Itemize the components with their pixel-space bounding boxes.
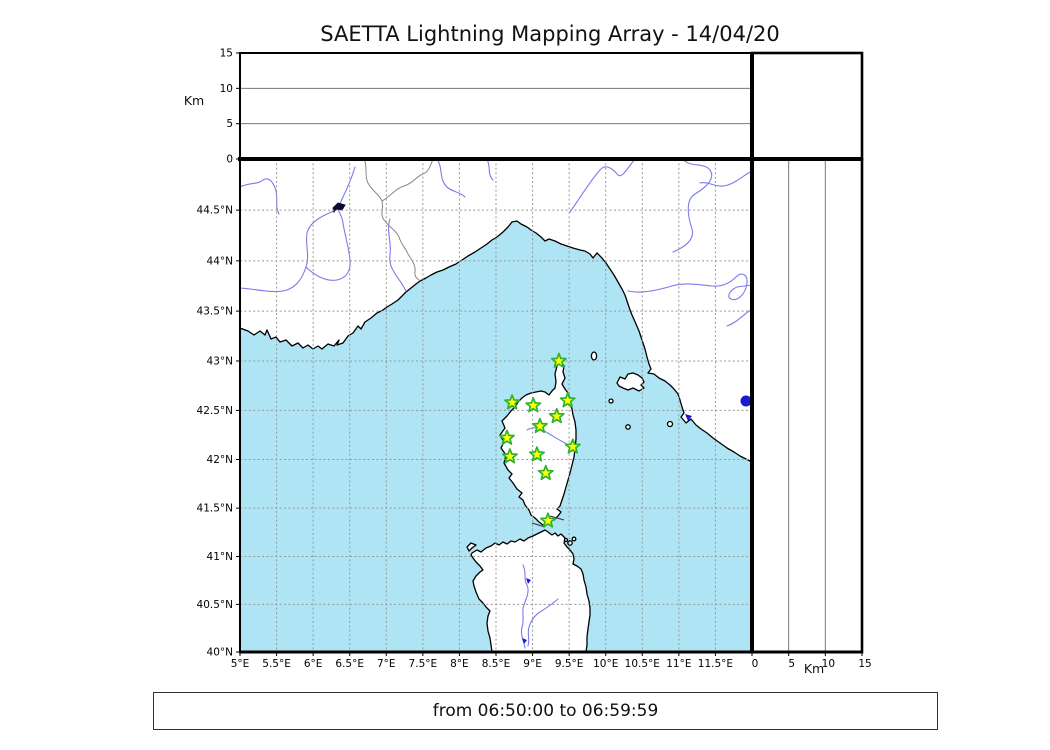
km-axis-label-left: Km (184, 93, 204, 108)
asinara-island (466, 542, 477, 552)
lon-tick-label: 8°E (450, 658, 469, 670)
lon-tick-label: 9.5°E (555, 658, 584, 670)
giglio-island (666, 420, 674, 428)
time-range-caption-box: from 06:50:00 to 06:59:59 (153, 692, 938, 730)
lma-stations (498, 352, 581, 528)
km-tick-label: 5 (226, 118, 233, 130)
map-gridlines (240, 159, 752, 652)
station-star (559, 392, 576, 408)
sardinia-lake (526, 578, 531, 584)
lon-tick-label: 11°E (666, 658, 691, 670)
maddalena-islet (567, 540, 573, 546)
lat-tick-label: 40.5°N (197, 599, 233, 611)
lat-tick-label: 44°N (207, 255, 233, 267)
lat-tick-label: 40°N (207, 647, 233, 659)
maddalena-islet (571, 536, 577, 542)
lon-tick-label: 10.5°E (625, 658, 660, 670)
km-tick-label: 10 (822, 658, 835, 670)
lat-tick-label: 41.5°N (197, 503, 233, 515)
km-tick-label: 5 (788, 658, 795, 670)
sardinia-lake (522, 638, 527, 644)
station-star (504, 394, 521, 410)
station-star (531, 417, 548, 434)
lon-tick-label: 7°E (377, 658, 396, 670)
lat-tick-label: 44.5°N (197, 205, 233, 217)
station-star (501, 448, 518, 464)
country-borders (363, 159, 434, 282)
lon-tick-label: 7.5°E (409, 658, 438, 670)
lon-tick-label: 10°E (593, 658, 618, 670)
station-star (525, 397, 542, 413)
lat-tick-label: 43.5°N (197, 306, 233, 318)
corsica-island (499, 357, 577, 526)
panel-gridlines (240, 87, 826, 652)
station-star (537, 464, 554, 481)
station-star (548, 407, 565, 424)
station-star (498, 429, 515, 445)
altitude-latitude-panel (750, 157, 864, 654)
lat-tick-label: 42°N (207, 454, 233, 466)
km-axis-label-right: Km (804, 661, 824, 676)
lon-tick-label: 8.5°E (482, 658, 511, 670)
lat-tick-label: 42.5°N (197, 405, 233, 417)
maddalena-islet (563, 537, 569, 543)
lon-tick-label: 6.5°E (335, 658, 364, 670)
lat-tick-label: 41°N (207, 551, 233, 563)
lon-tick-label: 5°E (231, 658, 250, 670)
lat-tick-label: 43°N (207, 355, 233, 367)
km-tick-label: 0 (226, 154, 233, 166)
lon-tick-label: 9°E (523, 658, 542, 670)
geographic-map (240, 159, 752, 652)
sardinia-island (470, 529, 591, 652)
time-range-text: from 06:50:00 to 06:59:59 (432, 701, 659, 721)
axis-ticks (236, 52, 863, 656)
lake-bolsena-dot (740, 395, 752, 407)
corner-panel (750, 51, 864, 161)
lon-tick-label: 6°E (304, 658, 323, 670)
km-tick-label: 0 (752, 658, 759, 670)
km-tick-label: 10 (220, 83, 233, 95)
altitude-longitude-panel (239, 52, 753, 160)
montecristo-island (625, 424, 631, 430)
capraia-island (590, 351, 598, 361)
station-star (564, 438, 581, 454)
mainland-coast (240, 159, 752, 463)
station-star (539, 512, 556, 528)
orbetello-lagoon (685, 414, 692, 421)
plot-frame (238, 51, 864, 654)
lon-tick-label: 5.5°E (262, 658, 291, 670)
station-star (550, 352, 567, 368)
lon-tick-label: 11.5°E (698, 658, 733, 670)
page-title: SAETTA Lightning Mapping Array - 14/04/2… (320, 22, 780, 46)
station-star (528, 446, 545, 462)
km-tick-label: 15 (220, 48, 233, 60)
pianosa-island (608, 398, 614, 404)
km-tick-label: 15 (858, 658, 871, 670)
axis-tick-labels: 5°E 5.5°E 6°E 6.5°E 7°E 7.5°E 8°E 8.5°E 9°E 9.5°E… (197, 48, 872, 671)
